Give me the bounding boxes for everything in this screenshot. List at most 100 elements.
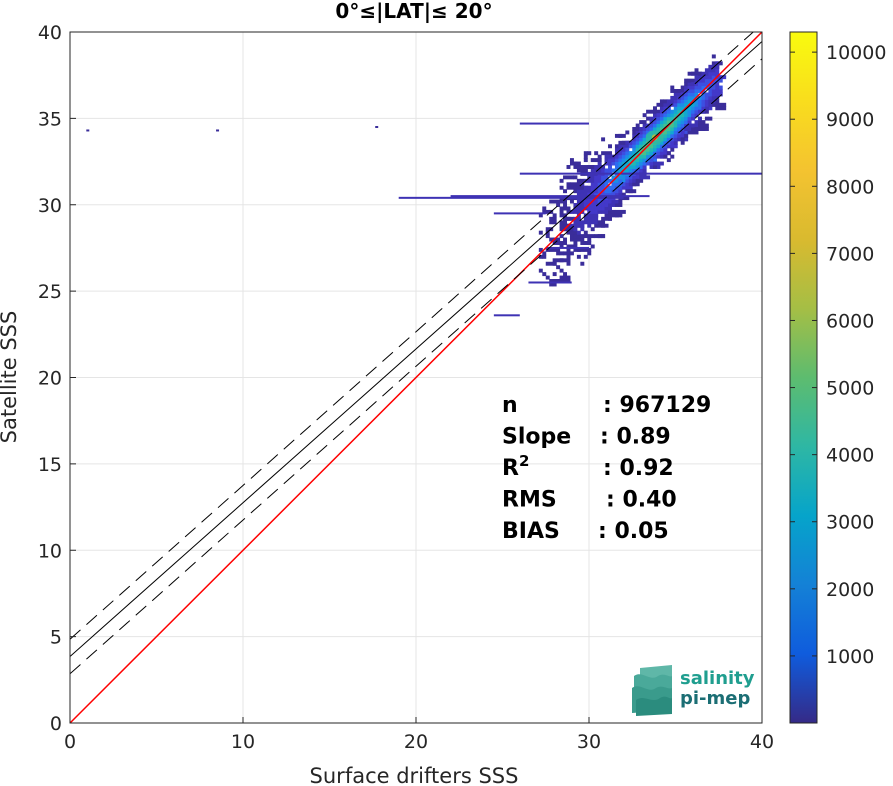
density-cell [566, 261, 571, 266]
density-cell [604, 189, 609, 194]
density-streak [398, 196, 624, 199]
density-cell [614, 189, 619, 194]
density-cell [597, 182, 602, 187]
density-cell [677, 127, 682, 131]
density-cell [715, 85, 720, 90]
density-cell [590, 165, 595, 169]
density-cell [697, 78, 702, 83]
density-cell [684, 133, 689, 138]
density-cell [587, 237, 592, 242]
density-cell [632, 133, 637, 138]
density-cell [545, 209, 550, 214]
density-cell [590, 158, 602, 163]
density-cell [708, 89, 713, 93]
density-cell [566, 230, 578, 235]
density-cell [597, 189, 602, 194]
density-cell [625, 140, 630, 145]
density-cell [663, 147, 668, 152]
density-cell [691, 123, 696, 128]
density-cell [691, 71, 702, 76]
density-cell [639, 144, 644, 149]
density-cell [635, 165, 640, 169]
density-cell [649, 161, 654, 166]
density-cell [563, 223, 568, 228]
density-cell [666, 102, 671, 107]
density-cell [601, 223, 606, 228]
density-cell [573, 237, 578, 242]
density-cell [632, 151, 637, 156]
density-cell [670, 123, 675, 128]
density-cell [649, 144, 654, 149]
density-cell [559, 241, 564, 245]
density-cell [597, 165, 602, 169]
density-cell [691, 82, 696, 87]
density-cell [590, 209, 595, 214]
density-cell [594, 209, 599, 214]
density-cell [639, 147, 644, 152]
density-cell [715, 68, 720, 73]
density-cell [708, 78, 713, 83]
density-cell [642, 130, 647, 135]
density-cell [608, 209, 612, 214]
density-cell [635, 130, 640, 135]
density-cell [680, 120, 685, 125]
density-cell [642, 168, 647, 173]
density-cell [583, 185, 588, 190]
density-cell [684, 109, 689, 114]
density-cell [663, 120, 668, 125]
density-cell [601, 199, 606, 204]
density-cell [673, 99, 678, 104]
density-cell [684, 116, 689, 121]
density-cell [601, 151, 612, 156]
density-cell [542, 251, 547, 256]
density-cell [621, 158, 626, 163]
density-cell [597, 158, 602, 163]
density-cell [628, 189, 633, 194]
fit-line [70, 41, 762, 657]
density-cell [628, 144, 633, 149]
density-cell [704, 99, 709, 104]
density-cell [697, 89, 702, 93]
density-cell [576, 189, 588, 194]
density-cell [556, 251, 561, 256]
density-cell [701, 92, 706, 97]
density-cell [611, 203, 616, 207]
density-cell [614, 144, 619, 149]
logo-line-1: salinity [680, 668, 755, 689]
density-cell [663, 99, 668, 104]
density-cell [642, 165, 647, 169]
density-cell [659, 99, 664, 104]
density-cell [573, 234, 578, 239]
density-cell [611, 185, 616, 190]
stat-label: BIAS [502, 519, 560, 544]
density-cell [715, 102, 727, 107]
density-cell [670, 130, 675, 135]
density-cell [545, 261, 557, 266]
density-cell [691, 89, 696, 93]
density-cell [701, 78, 706, 83]
density-cell [590, 182, 595, 187]
density-cell [594, 185, 599, 190]
density-cell [608, 161, 612, 166]
density-cell [628, 178, 633, 183]
density-cell [687, 130, 699, 135]
density-cell [611, 199, 616, 204]
density-cell [608, 189, 612, 194]
density-cell [639, 154, 644, 159]
density-cell [608, 192, 612, 197]
density-cell [576, 192, 581, 197]
outlier-point [86, 129, 90, 132]
density-cell [590, 220, 595, 225]
density-cell [576, 209, 581, 214]
density-cell [646, 154, 651, 159]
density-cell [594, 178, 599, 183]
density-cell [542, 209, 547, 214]
density-cell [538, 213, 543, 218]
density-cell [653, 161, 664, 166]
density-cell [556, 265, 561, 270]
density-cell [677, 89, 682, 93]
density-cell [590, 244, 595, 249]
density-cell [583, 189, 595, 194]
density-cell [573, 206, 578, 211]
density-cell [594, 213, 599, 218]
